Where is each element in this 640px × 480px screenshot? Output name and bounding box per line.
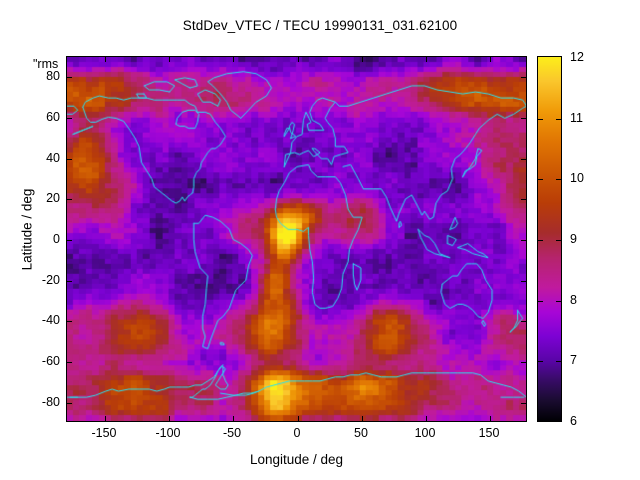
y-axis-tick-label: 80 xyxy=(46,69,60,83)
x-axis-tick xyxy=(362,416,363,421)
y-axis-tick-label: 0 xyxy=(53,232,60,246)
y-axis-tick-label: -60 xyxy=(41,354,60,368)
y-axis-tick xyxy=(67,403,72,404)
colorbar-tick-label: 9 xyxy=(570,232,577,246)
x-axis-tick-label: 150 xyxy=(478,426,500,440)
x-axis-tick xyxy=(362,57,363,62)
colorbar-tick xyxy=(556,179,561,180)
colorbar-tick xyxy=(538,240,543,241)
y-axis-tick xyxy=(521,118,526,119)
x-axis-tick xyxy=(105,416,106,421)
colorbar-tick xyxy=(556,119,561,120)
y-axis-tick xyxy=(521,159,526,160)
y-axis-tick xyxy=(67,240,72,241)
colorbar-tick xyxy=(538,361,543,362)
y-axis-tick-label: 60 xyxy=(46,110,60,124)
x-axis-tick-label: 0 xyxy=(293,426,301,440)
colorbar-gradient xyxy=(538,57,561,421)
y-axis-tick xyxy=(67,118,72,119)
x-axis-tick-label: -50 xyxy=(222,426,242,440)
y-axis-tick xyxy=(521,362,526,363)
heatmap-plot-area xyxy=(66,56,527,422)
x-axis-title: Longitude / deg xyxy=(249,452,344,467)
y-axis-tick-label: -40 xyxy=(41,313,60,327)
x-axis-tick-label: -150 xyxy=(91,426,117,440)
colorbar-tick-label: 6 xyxy=(570,414,577,428)
colorbar-tick-label: 12 xyxy=(570,50,584,64)
x-axis-tick xyxy=(426,416,427,421)
x-axis-tick xyxy=(298,416,299,421)
x-axis-tick xyxy=(426,57,427,62)
colorbar xyxy=(537,56,562,422)
y-axis-tick xyxy=(67,77,72,78)
y-axis-tick xyxy=(521,403,526,404)
y-axis-title: Latitude / deg xyxy=(19,188,35,271)
x-axis-tick xyxy=(105,57,106,62)
colorbar-tick xyxy=(538,119,543,120)
x-axis-tick xyxy=(169,416,170,421)
colorbar-tick xyxy=(556,301,561,302)
x-axis-tick xyxy=(233,57,234,62)
y-axis-tick xyxy=(67,362,72,363)
page-title: StdDev_VTEC / TECU 19990131_031.62100 xyxy=(182,18,458,33)
x-axis-tick xyxy=(233,416,234,421)
x-axis-tick-label: 100 xyxy=(414,426,436,440)
y-axis-tick-label: 20 xyxy=(46,191,60,205)
colorbar-tick xyxy=(556,361,561,362)
colorbar-tick xyxy=(538,179,543,180)
y-axis-tick xyxy=(67,199,72,200)
y-axis-tick xyxy=(521,199,526,200)
y-axis-tick-label: 40 xyxy=(46,151,60,165)
colorbar-tick-label: 10 xyxy=(570,171,584,185)
colorbar-tick xyxy=(556,240,561,241)
x-axis-tick xyxy=(490,57,491,62)
vtec-heatmap-canvas xyxy=(67,57,526,421)
x-axis-tick-label: 50 xyxy=(354,426,368,440)
y-axis-tick xyxy=(521,77,526,78)
colorbar-tick-label: 11 xyxy=(570,111,583,125)
x-axis-tick xyxy=(490,416,491,421)
y-axis-tick-label: -80 xyxy=(41,395,60,409)
y-axis-tick xyxy=(521,281,526,282)
y-axis-tick xyxy=(67,281,72,282)
x-axis-tick-label: -100 xyxy=(155,426,181,440)
y-axis-tick xyxy=(67,159,72,160)
x-axis-tick xyxy=(298,57,299,62)
colorbar-tick xyxy=(538,301,543,302)
colorbar-tick-label: 7 xyxy=(570,353,577,367)
y-axis-tick xyxy=(521,321,526,322)
y-axis-tick xyxy=(67,321,72,322)
y-axis-tick-label: -20 xyxy=(41,273,60,287)
y-axis-tick xyxy=(521,240,526,241)
x-axis-tick xyxy=(169,57,170,62)
rms-text-artifact: "rms xyxy=(33,57,59,71)
colorbar-tick-label: 8 xyxy=(570,293,577,307)
